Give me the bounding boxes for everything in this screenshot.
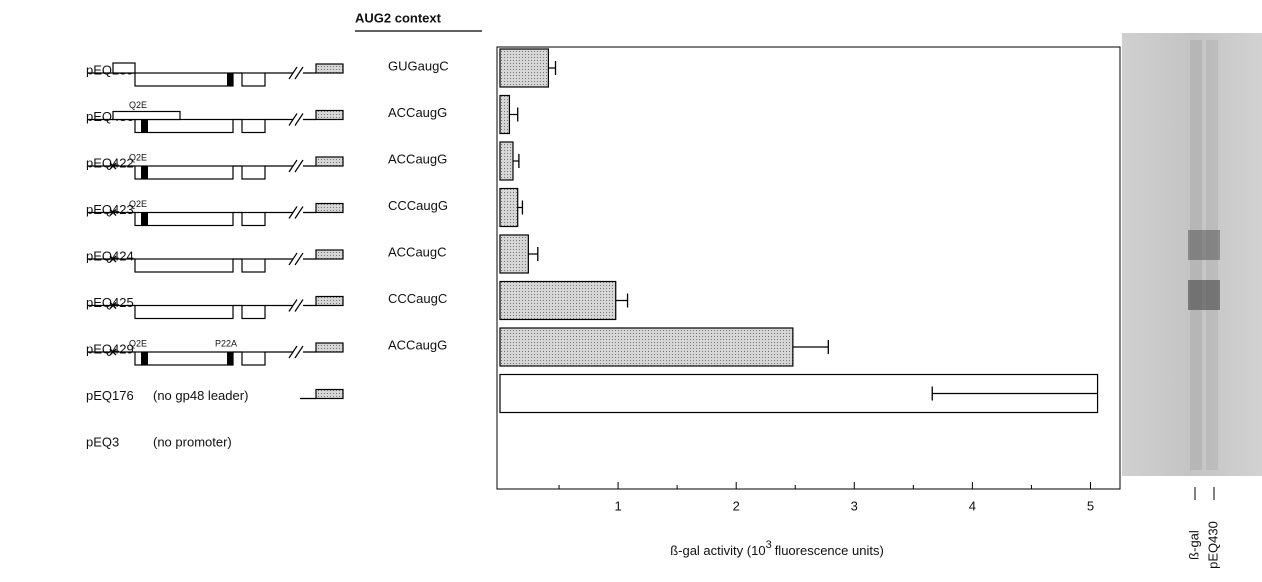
diagram-box	[135, 213, 233, 226]
construct-name: pEQ424	[86, 248, 134, 263]
error-bar	[616, 294, 628, 308]
x-label-part: ß-gal activity (10	[670, 543, 765, 558]
bar	[500, 328, 793, 366]
diagram-box	[242, 352, 265, 365]
mutation-block	[141, 120, 148, 133]
error-bar	[793, 340, 828, 354]
bar	[500, 189, 518, 227]
construct-note: (no promoter)	[153, 434, 232, 449]
diagram-box	[135, 352, 233, 365]
error-bar	[518, 201, 523, 215]
context-label: CCCaugG	[388, 198, 448, 213]
x-tick-label: 1	[614, 498, 621, 513]
lane-label: ß-gal	[1186, 530, 1201, 560]
error-bar	[509, 108, 517, 122]
x-tick-label: 3	[851, 498, 858, 513]
bar	[500, 49, 548, 87]
context-label: CCCaugC	[388, 291, 447, 306]
lane-label: pEQ430	[1205, 521, 1220, 569]
diagram-box	[316, 390, 343, 399]
context-label: ACCaugG	[388, 105, 447, 120]
diagram-box	[113, 63, 135, 73]
mutation-block	[227, 73, 233, 86]
diagram-box	[316, 157, 343, 166]
construct-note: (no gp48 leader)	[153, 388, 248, 403]
mutation-label: Q2E	[129, 152, 147, 162]
diagram-box	[242, 73, 265, 86]
diagram-box	[242, 213, 265, 226]
x-tick-label: 4	[969, 498, 976, 513]
diagram-box	[135, 306, 233, 319]
diagram-box	[113, 112, 180, 120]
mutation-block	[141, 352, 148, 365]
diagram-box	[316, 343, 343, 352]
bar	[500, 282, 616, 320]
figure: AUG2 context ß-gal pEQ430 ß-gal activity…	[0, 0, 1262, 582]
error-bar	[548, 61, 555, 75]
mutation-label: Q2E	[129, 100, 147, 110]
diagram-box	[316, 111, 343, 120]
context-label: ACCaugC	[388, 244, 447, 259]
mutation-label: Q2E	[129, 199, 147, 209]
context-header: AUG2 context	[355, 10, 442, 25]
gel-band	[1188, 280, 1220, 310]
bar	[500, 235, 528, 273]
context-label: ACCaugG	[388, 337, 447, 352]
diagram-box	[242, 166, 265, 179]
diagram-box	[242, 120, 265, 133]
diagram-box	[242, 306, 265, 319]
diagram-box	[316, 297, 343, 306]
context-label: ACCaugG	[388, 151, 447, 166]
construct-name: pEQ429	[86, 341, 134, 356]
diagram-box	[242, 259, 265, 272]
diagram-box	[316, 64, 343, 73]
construct-name: pEQ3	[86, 434, 119, 449]
diagram-box	[135, 166, 233, 179]
construct-name: pEQ176	[86, 388, 134, 403]
plot-frame	[497, 47, 1120, 489]
x-tick-label: 2	[733, 498, 740, 513]
mutation-label: P22A	[215, 338, 237, 348]
error-bar	[513, 154, 519, 168]
mutation-block	[227, 352, 233, 365]
diagram-box	[135, 73, 233, 86]
diagram-box	[316, 250, 343, 259]
construct-name: pEQ423	[86, 202, 134, 217]
x-label-part: fluorescence units)	[775, 543, 884, 558]
construct-name: pEQ425	[86, 295, 134, 310]
context-label: GUGaugC	[388, 58, 449, 73]
mutation-label: Q2E	[129, 338, 147, 348]
diagram-box	[135, 259, 233, 272]
diagram-box	[316, 204, 343, 213]
mutation-block	[141, 213, 148, 226]
x-tick-label: 5	[1087, 498, 1094, 513]
bar	[500, 142, 513, 180]
gel-band	[1188, 230, 1220, 260]
construct-name: pEQ422	[86, 155, 134, 170]
diagram-box	[135, 120, 233, 133]
mutation-block	[141, 166, 148, 179]
error-bar	[528, 247, 537, 261]
x-label-superscript: 3	[766, 539, 772, 551]
bar	[500, 96, 509, 134]
